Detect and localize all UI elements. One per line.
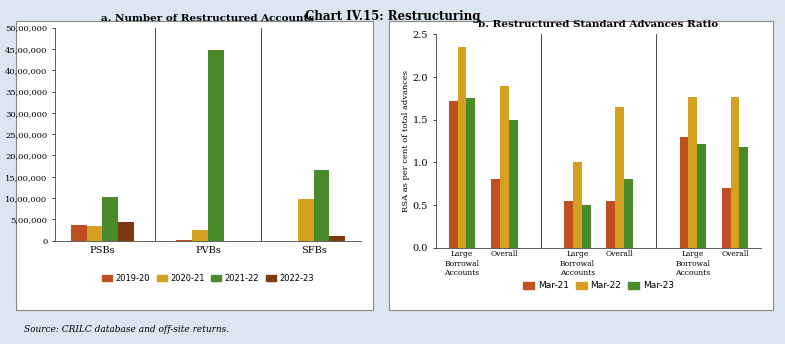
Bar (119, 222, 134, 241)
Bar (86, 226, 103, 241)
Bar (680, 137, 688, 248)
Bar (615, 107, 624, 248)
Bar (722, 188, 731, 248)
Legend: 2019-20, 2020-21, 2021-22, 2022-23: 2019-20, 2020-21, 2021-22, 2022-23 (99, 271, 317, 286)
Bar (573, 162, 582, 248)
Bar (491, 180, 500, 248)
Bar (688, 97, 697, 248)
Title: a. Number of Restructured Accounts: a. Number of Restructured Accounts (101, 13, 315, 23)
Bar (500, 86, 509, 248)
Bar (624, 180, 633, 248)
Bar (449, 101, 458, 248)
Text: Chart IV.15: Restructuring: Chart IV.15: Restructuring (305, 10, 480, 23)
Bar (739, 147, 748, 248)
Bar (697, 143, 706, 248)
Bar (103, 197, 119, 241)
Bar (458, 47, 466, 248)
Text: Source: CRILC database and off-site returns.: Source: CRILC database and off-site retu… (24, 325, 228, 334)
Bar (731, 97, 739, 248)
Bar (607, 201, 615, 248)
Title: b. Restructured Standard Advances Ratio: b. Restructured Standard Advances Ratio (479, 20, 718, 30)
Bar (330, 236, 345, 241)
Y-axis label: RSA as per cent of total advances: RSA as per cent of total advances (402, 70, 410, 212)
Bar (71, 225, 86, 241)
Legend: Mar-21, Mar-22, Mar-23: Mar-21, Mar-22, Mar-23 (520, 278, 677, 294)
Bar (208, 50, 224, 241)
Bar (509, 120, 517, 248)
Bar (298, 200, 313, 241)
Bar (582, 205, 590, 248)
Bar (313, 170, 330, 241)
Bar (564, 201, 573, 248)
Bar (192, 230, 208, 241)
Bar (177, 240, 192, 241)
Bar (466, 98, 475, 248)
